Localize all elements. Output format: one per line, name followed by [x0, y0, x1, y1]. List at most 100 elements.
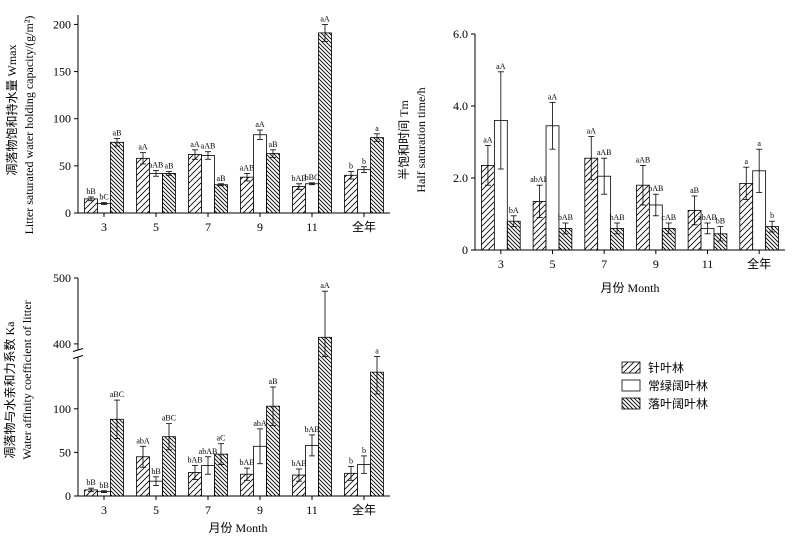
ka-axis-break-mark-high — [72, 348, 84, 352]
ka-ylabel-cn: 凋落物与水亲和力系数 Ka — [2, 321, 17, 459]
wmax-bar-evergreen-0 — [97, 203, 111, 214]
legend-swatch-deciduous — [621, 397, 641, 410]
ka-ytick-label-3: 400 — [53, 337, 71, 351]
wmax-siglabel-deciduous-2: aB — [217, 174, 226, 183]
wmax-bar-deciduous-3 — [266, 153, 280, 214]
tm-siglabel-evergreen-4: abAB — [698, 213, 717, 222]
wmax-bar-coniferous-4 — [292, 186, 306, 214]
wmax-siglabel-evergreen-5: b — [362, 157, 366, 166]
wmax-bar-coniferous-3 — [240, 176, 254, 214]
ka-xtick-label-5: 全年 — [352, 502, 376, 517]
ka-xtick-label-2: 7 — [205, 503, 211, 517]
tm-siglabel-deciduous-2: bAB — [610, 213, 625, 222]
ka-siglabel-deciduous-5: a — [375, 346, 379, 355]
wmax-bar-deciduous-5 — [370, 137, 384, 214]
ka-siglabel-evergreen-5: b — [362, 446, 366, 455]
wmax-bar-evergreen-1 — [149, 172, 163, 214]
ka-siglabel-deciduous-1: aBC — [162, 414, 176, 423]
tm-xtick-label-1: 5 — [550, 257, 556, 271]
ka-siglabel-evergreen-2: abAB — [199, 447, 218, 456]
wmax-bar-coniferous-5 — [344, 174, 358, 214]
tm-siglabel-deciduous-1: bAB — [558, 213, 573, 222]
ka-ytick-label-2: 100 — [53, 402, 71, 416]
tm-xtick-label-5: 全年 — [747, 256, 771, 271]
ka-xtick-label-1: 5 — [153, 503, 159, 517]
wmax-siglabel-evergreen-3: aA — [255, 120, 265, 129]
wmax-siglabel-coniferous-5: b — [349, 162, 353, 171]
tm-xtick-label-0: 3 — [498, 257, 504, 271]
wmax-bar-coniferous-1 — [136, 157, 150, 214]
ka-siglabel-evergreen-3: abA — [253, 419, 267, 428]
ka-ytick-label-1: 50 — [59, 445, 71, 459]
wmax-siglabel-evergreen-4: bBC — [305, 173, 320, 182]
tm-ytick-label-1: 2.0 — [453, 171, 468, 185]
tm-siglabel-coniferous-5: a — [744, 157, 748, 166]
wmax-siglabel-evergreen-2: aAB — [201, 142, 216, 151]
legend-label-deciduous: 落叶阔叶林 — [648, 397, 708, 411]
legend-swatch-evergreen — [621, 379, 641, 392]
legend-swatch-coniferous — [621, 361, 641, 374]
ka-siglabel-deciduous-0: aBC — [110, 390, 124, 399]
tm-siglabel-deciduous-5: b — [770, 211, 774, 220]
ka-siglabel-evergreen-0: bB — [99, 481, 108, 490]
wmax-bar-evergreen-3 — [253, 134, 267, 214]
tm-siglabel-evergreen-5: a — [757, 139, 761, 148]
wmax-siglabel-deciduous-4: aA — [320, 14, 330, 23]
ka-siglabel-deciduous-3: aB — [269, 377, 278, 386]
wmax-ytick-label-0: 0 — [65, 206, 71, 220]
legend-label-coniferous: 针叶林 — [648, 360, 684, 375]
wmax-siglabel-deciduous-5: a — [375, 124, 379, 133]
tm-xlabel: 月份 Month — [600, 281, 659, 295]
ka-siglabel-deciduous-4: aA — [320, 281, 330, 290]
tm-ytick-label-2: 4.0 — [453, 99, 468, 113]
wmax-bar-deciduous-4 — [318, 32, 332, 214]
ka-siglabel-coniferous-2: bAB — [187, 455, 202, 464]
tm-siglabel-evergreen-1: aA — [548, 92, 558, 101]
wmax-bar-evergreen-2 — [201, 155, 215, 214]
tm-siglabel-deciduous-0: bA — [509, 206, 519, 215]
tm-siglabel-coniferous-1: abAB — [530, 175, 549, 184]
tm-xtick-label-3: 9 — [653, 257, 659, 271]
ka-xtick-label-3: 9 — [257, 503, 263, 517]
ka-xtick-label-4: 11 — [306, 503, 318, 517]
wmax-ylabel-cn: 凋落物饱和持水量 Wmax — [4, 45, 19, 176]
wmax-siglabel-evergreen-1: aAB — [149, 161, 164, 170]
ka-siglabel-coniferous-1: abA — [136, 436, 150, 445]
wmax-siglabel-coniferous-1: aA — [138, 143, 148, 152]
tm-siglabel-deciduous-3: cAB — [661, 213, 676, 222]
tm-siglabel-coniferous-2: aA — [587, 127, 597, 136]
tm-ylabel-cn: 半饱和时间 Tm — [396, 100, 411, 180]
tm-siglabel-evergreen-3: bAB — [648, 184, 663, 193]
tm-siglabel-coniferous-3: aAB — [636, 155, 651, 164]
ka-siglabel-coniferous-5: b — [349, 456, 353, 465]
wmax-bar-evergreen-4 — [305, 183, 319, 214]
tm-xtick-label-4: 11 — [702, 257, 714, 271]
wmax-ylabel-en: Litter saturated water holding capacity/… — [22, 16, 36, 235]
tm-siglabel-coniferous-4: aB — [690, 186, 699, 195]
wmax-xtick-label-4: 11 — [306, 220, 318, 234]
wmax-siglabel-evergreen-0: bC — [99, 193, 108, 202]
tm-siglabel-evergreen-0: aA — [496, 62, 506, 71]
wmax-siglabel-deciduous-3: aB — [269, 140, 278, 149]
wmax-bar-deciduous-2 — [214, 184, 228, 214]
tm-siglabel-evergreen-2: aAB — [597, 148, 612, 157]
wmax-xtick-label-3: 9 — [257, 220, 263, 234]
ka-ytick-label-0: 0 — [65, 489, 71, 503]
tm-ytick-label-0: 0 — [462, 243, 468, 257]
wmax-xtick-label-5: 全年 — [352, 219, 376, 234]
wmax-bar-coniferous-2 — [188, 154, 202, 214]
wmax-siglabel-coniferous-4: bAB — [291, 174, 306, 183]
ka-xlabel: 月份 Month — [208, 521, 267, 535]
wmax-ytick-label-4: 200 — [53, 17, 71, 31]
wmax-siglabel-deciduous-0: aB — [113, 129, 122, 138]
ka-ylabel-en: Water affinity coefficient of litter — [20, 300, 34, 459]
ka-bar-deciduous-4 — [318, 336, 332, 497]
wmax-bar-evergreen-5 — [357, 169, 371, 214]
wmax-bar-deciduous-0 — [110, 141, 124, 214]
tm-ylabel-en: Half saturation time/h — [414, 87, 428, 192]
wmax-siglabel-coniferous-2: aA — [190, 140, 200, 149]
chart-ka: bB abA bAB bAB bAB b bB bB abAB abA bAB b aBC aBC aC aB… — [53, 271, 390, 517]
legend-label-evergreen: 常绿阔叶林 — [648, 378, 708, 393]
wmax-xtick-label-1: 5 — [153, 220, 159, 234]
